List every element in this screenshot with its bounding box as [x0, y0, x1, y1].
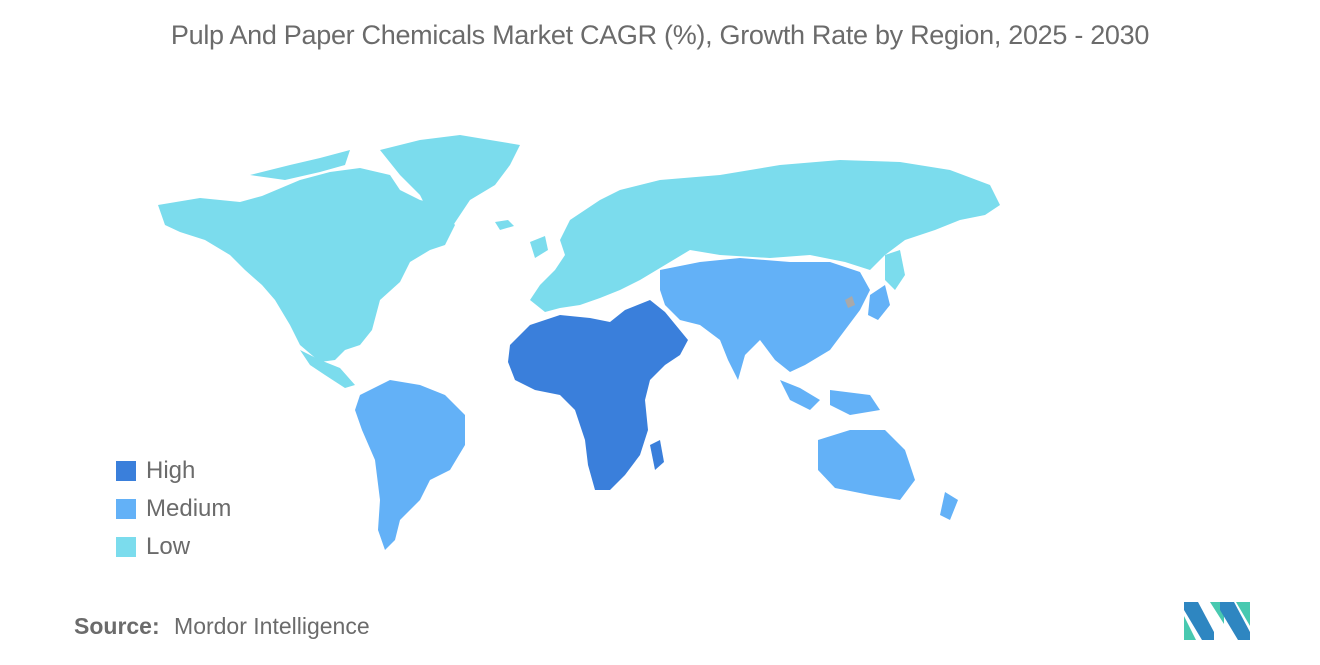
legend-item-low: Low	[116, 528, 231, 566]
legend-swatch-medium	[116, 499, 136, 519]
region-europe-russia	[530, 160, 1000, 312]
source-line: Source: Mordor Intelligence	[74, 613, 370, 640]
region-north-america	[158, 135, 520, 388]
legend-label-low: Low	[146, 533, 191, 560]
legend-item-high: High	[116, 452, 231, 490]
legend-label-high: High	[146, 457, 196, 484]
legend: High Medium Low	[116, 452, 231, 566]
mordor-logo-icon	[1184, 602, 1250, 640]
region-asia-pacific	[660, 258, 958, 520]
region-no-data	[845, 296, 855, 308]
chart-title: Pulp And Paper Chemicals Market CAGR (%)…	[170, 20, 1150, 50]
source-name: Mordor Intelligence	[174, 613, 370, 639]
legend-swatch-high	[116, 461, 136, 481]
source-prefix: Source:	[74, 613, 160, 639]
legend-swatch-low	[116, 537, 136, 557]
region-south-america	[355, 380, 465, 550]
legend-label-medium: Medium	[146, 495, 232, 522]
legend-item-medium: Medium	[116, 490, 231, 528]
region-middle-east-africa	[508, 300, 688, 490]
